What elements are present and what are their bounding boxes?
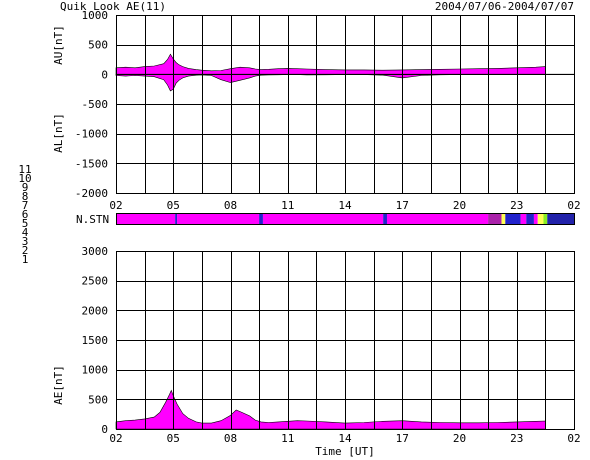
x-tick-label: 11 bbox=[281, 199, 294, 212]
legend-level-11: 11 bbox=[18, 163, 31, 176]
y-tick-label: 1000 bbox=[82, 364, 109, 377]
station-count-segment bbox=[175, 213, 178, 224]
au-al-y-tick-labels: 1000 500 0 -500 -1000 -1500 -2000 bbox=[75, 9, 108, 200]
au-axis-label: AU[nT] bbox=[52, 25, 65, 65]
station-count-segment bbox=[526, 213, 534, 224]
y-tick-label: 1500 bbox=[82, 334, 109, 347]
ae-frame bbox=[116, 251, 575, 430]
x-tick-label: 14 bbox=[338, 432, 352, 445]
time-axis-label: Time [UT] bbox=[315, 445, 375, 458]
y-tick-label: 2500 bbox=[82, 275, 109, 288]
station-count-bar bbox=[116, 213, 575, 225]
nstn-label: N.STN bbox=[76, 213, 109, 226]
legend-level-1: 1 bbox=[22, 253, 29, 266]
ae-axis-label: AE[nT] bbox=[52, 365, 65, 405]
legend-level-7: 7 bbox=[22, 199, 29, 212]
x-tick-label: 20 bbox=[453, 432, 466, 445]
station-count-segment bbox=[537, 213, 544, 224]
legend-level-8: 8 bbox=[22, 190, 29, 203]
au-al-frame bbox=[116, 15, 575, 194]
x-tick-label: 11 bbox=[281, 432, 294, 445]
x-tick-label: 23 bbox=[510, 432, 523, 445]
y-tick-label: 500 bbox=[88, 393, 108, 406]
station-count-segment bbox=[177, 213, 260, 224]
station-count-segment bbox=[505, 213, 521, 224]
x-tick-label: 20 bbox=[453, 199, 466, 212]
station-count-segment bbox=[262, 213, 384, 224]
y-tick-label: -1500 bbox=[75, 157, 108, 170]
x-tick-label: 02 bbox=[567, 199, 580, 212]
station-count-segment bbox=[543, 213, 548, 224]
x-tick-label: 08 bbox=[224, 199, 237, 212]
x-tick-label: 17 bbox=[396, 199, 409, 212]
y-tick-label: 2000 bbox=[82, 304, 109, 317]
x-tick-label: 02 bbox=[567, 432, 580, 445]
x-tick-label: 05 bbox=[167, 199, 180, 212]
y-tick-label: -2000 bbox=[75, 187, 108, 200]
au-al-area-layer bbox=[115, 53, 546, 92]
legend-level-9: 9 bbox=[22, 181, 29, 194]
au-al-x-tick-labels: 02 05 08 11 14 17 20 23 02 bbox=[109, 199, 580, 212]
legend-level-4: 4 bbox=[22, 226, 29, 239]
station-count-segment bbox=[533, 213, 538, 224]
al-axis-label: AL[nT] bbox=[52, 113, 65, 153]
ae-area bbox=[115, 389, 546, 430]
station-count-segment bbox=[259, 213, 263, 224]
x-tick-label: 02 bbox=[109, 199, 122, 212]
ae-x-tick-labels: 02 05 08 11 14 17 20 23 02 bbox=[109, 432, 580, 445]
x-tick-label: 02 bbox=[109, 432, 122, 445]
ae-grid bbox=[116, 251, 574, 429]
x-tick-label: 23 bbox=[510, 199, 523, 212]
y-tick-label: 0 bbox=[101, 423, 108, 436]
legend-level-5: 5 bbox=[22, 217, 29, 230]
legend-level-10: 10 bbox=[18, 172, 31, 185]
chart-title: Quik Look AE(11) bbox=[60, 0, 166, 13]
x-tick-label: 08 bbox=[224, 432, 237, 445]
legend-level-2: 2 bbox=[22, 244, 29, 257]
legend-level-3: 3 bbox=[22, 235, 29, 248]
y-tick-label: 3000 bbox=[82, 245, 109, 258]
al-area bbox=[115, 74, 546, 92]
station-count-segment bbox=[501, 213, 506, 224]
ae-area-layer bbox=[115, 389, 546, 430]
x-tick-label: 05 bbox=[167, 432, 180, 445]
chart-date-range: 2004/07/06-2004/07/07 bbox=[435, 0, 574, 13]
y-tick-label: 500 bbox=[88, 39, 108, 52]
legend-level-6: 6 bbox=[22, 208, 29, 221]
station-count-segment bbox=[116, 213, 176, 224]
station-count-segment bbox=[386, 213, 489, 224]
au-al-grid bbox=[116, 15, 574, 193]
station-count-segment bbox=[520, 213, 527, 224]
station-count-segment bbox=[488, 213, 502, 224]
station-count-segment bbox=[547, 213, 574, 224]
station-count-bar-frame bbox=[116, 213, 575, 225]
y-tick-label: -500 bbox=[82, 98, 109, 111]
y-tick-label: 1000 bbox=[82, 9, 109, 22]
ae-panel: 3000 2500 2000 1500 1000 500 0 02 05 08 11 14 17 20 2… bbox=[52, 245, 581, 458]
au-al-panel: 1000 500 0 -500 -1000 -1500 -2000 02 05 08 11 14 17… bbox=[52, 9, 581, 212]
y-tick-label: -1000 bbox=[75, 128, 108, 141]
ae-y-tick-labels: 3000 2500 2000 1500 1000 500 0 bbox=[82, 245, 109, 436]
y-tick-label: 0 bbox=[101, 68, 108, 81]
x-tick-label: 17 bbox=[396, 432, 409, 445]
x-tick-label: 14 bbox=[338, 199, 352, 212]
au-area bbox=[115, 53, 546, 75]
station-count-segment bbox=[383, 213, 387, 224]
